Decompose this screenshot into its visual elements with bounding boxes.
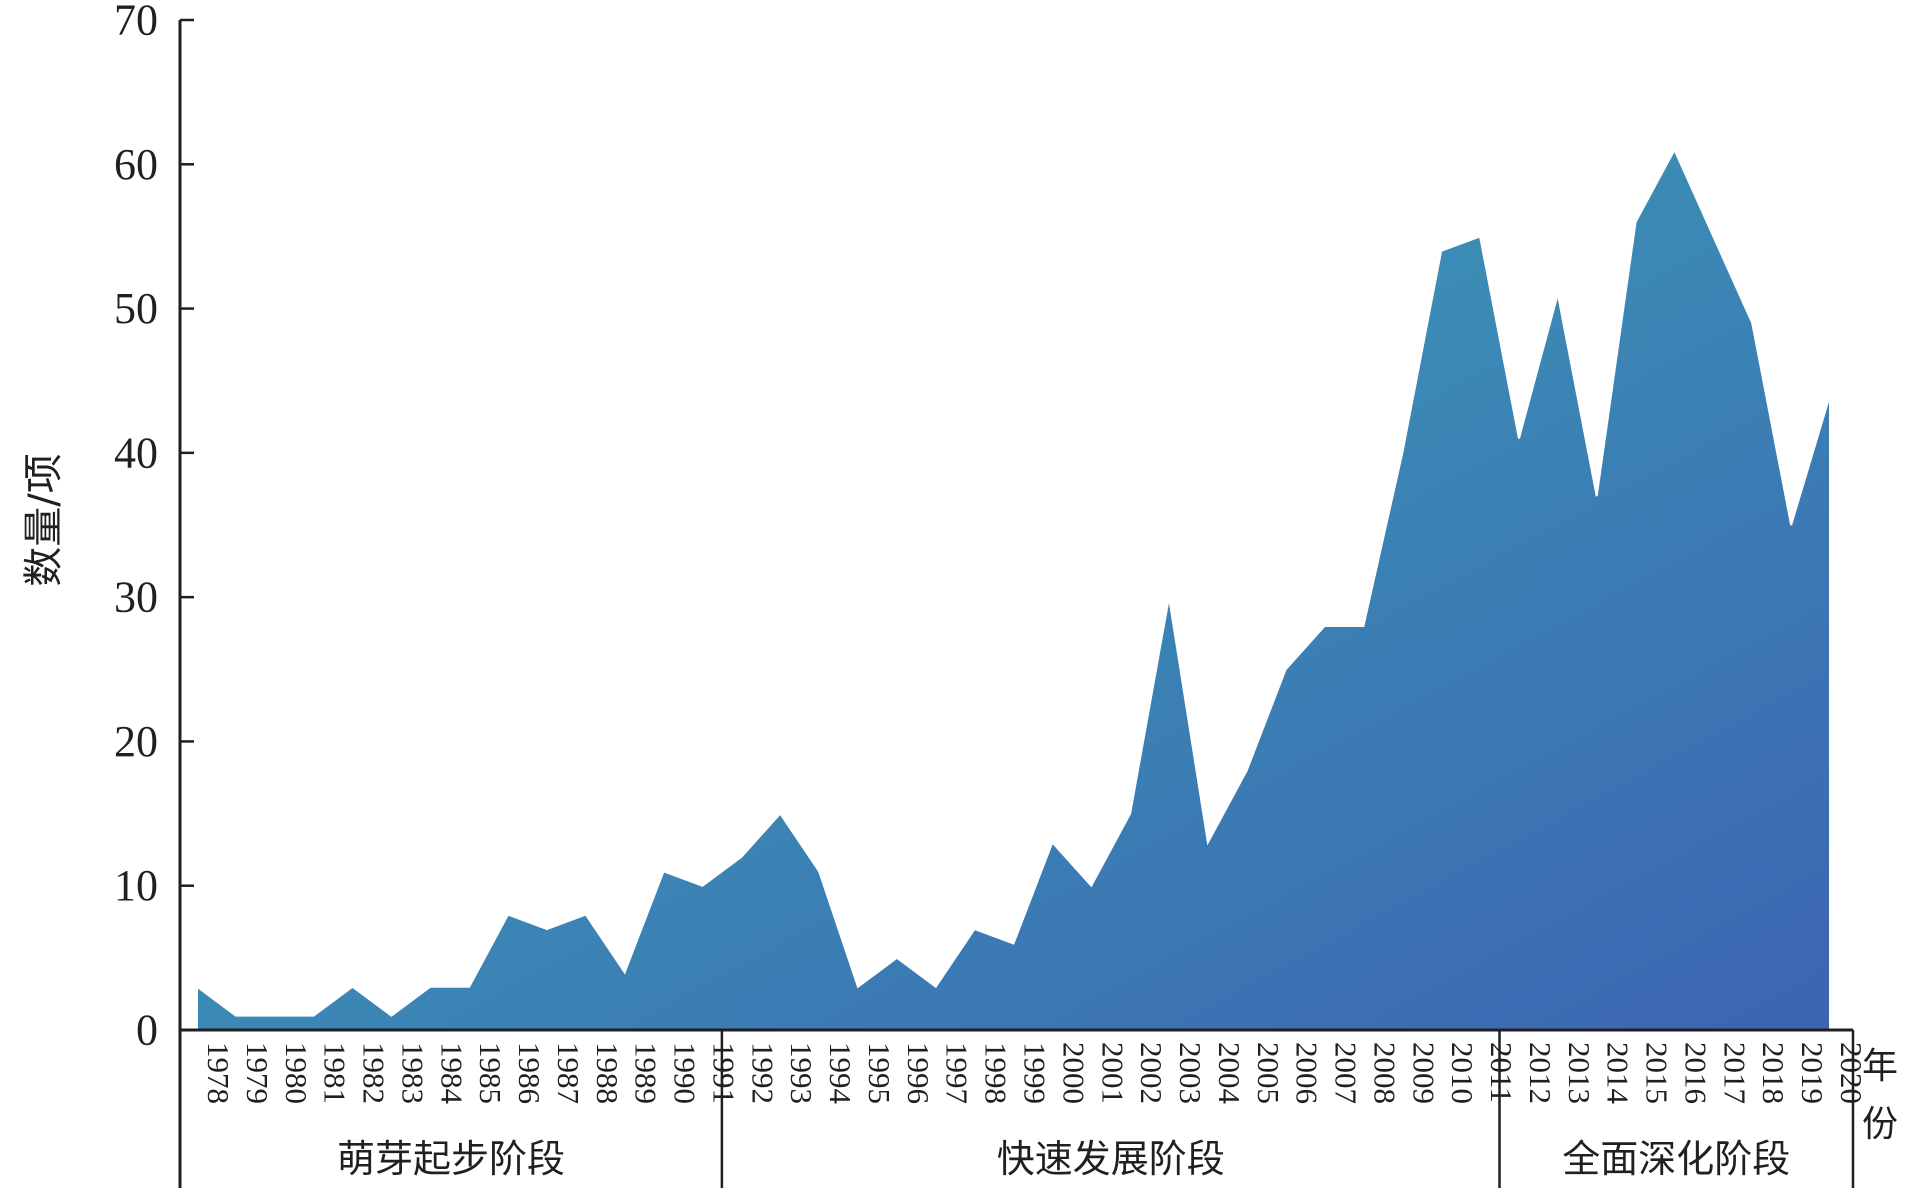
x-tick-label: 2012	[1523, 1042, 1558, 1104]
x-tick-label: 2016	[1678, 1042, 1713, 1104]
y-tick-label: 10	[114, 861, 158, 910]
y-tick-label: 70	[114, 0, 158, 45]
y-tick-labels: 0 10 20 30 40 50 60 70	[114, 0, 158, 1055]
x-tick-label: 2018	[1756, 1042, 1791, 1104]
phase-label: 萌芽起步阶段	[337, 1137, 565, 1181]
x-tick-label: 1998	[979, 1042, 1014, 1104]
y-tick-label: 0	[136, 1006, 158, 1055]
y-tick-label: 50	[114, 284, 158, 333]
y-tick-label: 20	[114, 717, 158, 766]
x-tick-label: 2015	[1640, 1042, 1675, 1104]
y-tick-label: 30	[114, 573, 158, 622]
x-tick-label: 1995	[862, 1042, 897, 1104]
x-tick-labels: 1978 1979 1980 1981 1982 1983 1984 1985 1986 1987…	[201, 1042, 1869, 1105]
x-tick-label: 2020	[1834, 1042, 1869, 1104]
x-tick-label: 2007	[1329, 1042, 1364, 1104]
x-tick-label: 1986	[512, 1042, 547, 1104]
phase-label: 快速发展阶段	[997, 1137, 1225, 1181]
x-axis-label: 年份	[1862, 1046, 1898, 1145]
x-tick-label: 2014	[1601, 1042, 1636, 1105]
y-tick-label: 40	[114, 428, 158, 477]
x-tick-label: 1991	[706, 1042, 741, 1104]
x-tick-label: 1993	[784, 1042, 819, 1104]
x-tick-label: 1983	[395, 1042, 430, 1104]
x-tick-label: 1979	[240, 1042, 275, 1104]
x-tick-label: 2019	[1795, 1042, 1830, 1104]
y-axis-label: 数量/项	[21, 453, 67, 586]
x-tick-label: 1985	[473, 1042, 508, 1104]
x-tick-label: 2003	[1173, 1042, 1208, 1104]
x-tick-label: 1978	[201, 1042, 236, 1104]
x-tick-label: 2000	[1056, 1042, 1091, 1104]
x-tick-label: 1987	[551, 1042, 586, 1104]
x-tick-label: 2011	[1484, 1042, 1519, 1103]
x-tick-label: 1982	[357, 1042, 392, 1104]
x-tick-label: 2010	[1445, 1042, 1480, 1104]
x-tick-label: 1997	[940, 1042, 975, 1104]
x-tick-label: 1996	[901, 1042, 936, 1104]
x-tick-label: 1981	[318, 1042, 353, 1104]
x-tick-label: 2002	[1134, 1042, 1169, 1104]
x-tick-label: 1990	[668, 1042, 703, 1104]
x-tick-label: 2001	[1095, 1042, 1130, 1104]
x-tick-label: 1989	[629, 1042, 664, 1104]
x-tick-label: 2009	[1406, 1042, 1441, 1104]
area-series	[196, 147, 1831, 1031]
x-tick-label: 1980	[279, 1042, 314, 1104]
x-tick-label: 2008	[1367, 1042, 1402, 1104]
x-tick-label: 1999	[1018, 1042, 1053, 1104]
x-tick-label: 2005	[1251, 1042, 1286, 1104]
x-tick-label: 2017	[1717, 1042, 1752, 1104]
x-tick-label: 1992	[745, 1042, 780, 1104]
x-tick-label: 1994	[823, 1042, 858, 1105]
x-tick-label: 2004	[1212, 1042, 1247, 1105]
axis-layer	[178, 18, 1855, 1188]
x-tick-label: 1984	[434, 1042, 469, 1105]
y-tick-label: 60	[114, 140, 158, 189]
x-tick-label: 2006	[1290, 1042, 1325, 1104]
x-tick-label: 1988	[590, 1042, 625, 1104]
x-tick-label: 2013	[1562, 1042, 1597, 1104]
phase-labels: 萌芽起步阶段 快速发展阶段 全面深化阶段	[337, 1030, 1790, 1188]
phase-label: 全面深化阶段	[1562, 1137, 1790, 1181]
area-layer	[196, 147, 1831, 1031]
